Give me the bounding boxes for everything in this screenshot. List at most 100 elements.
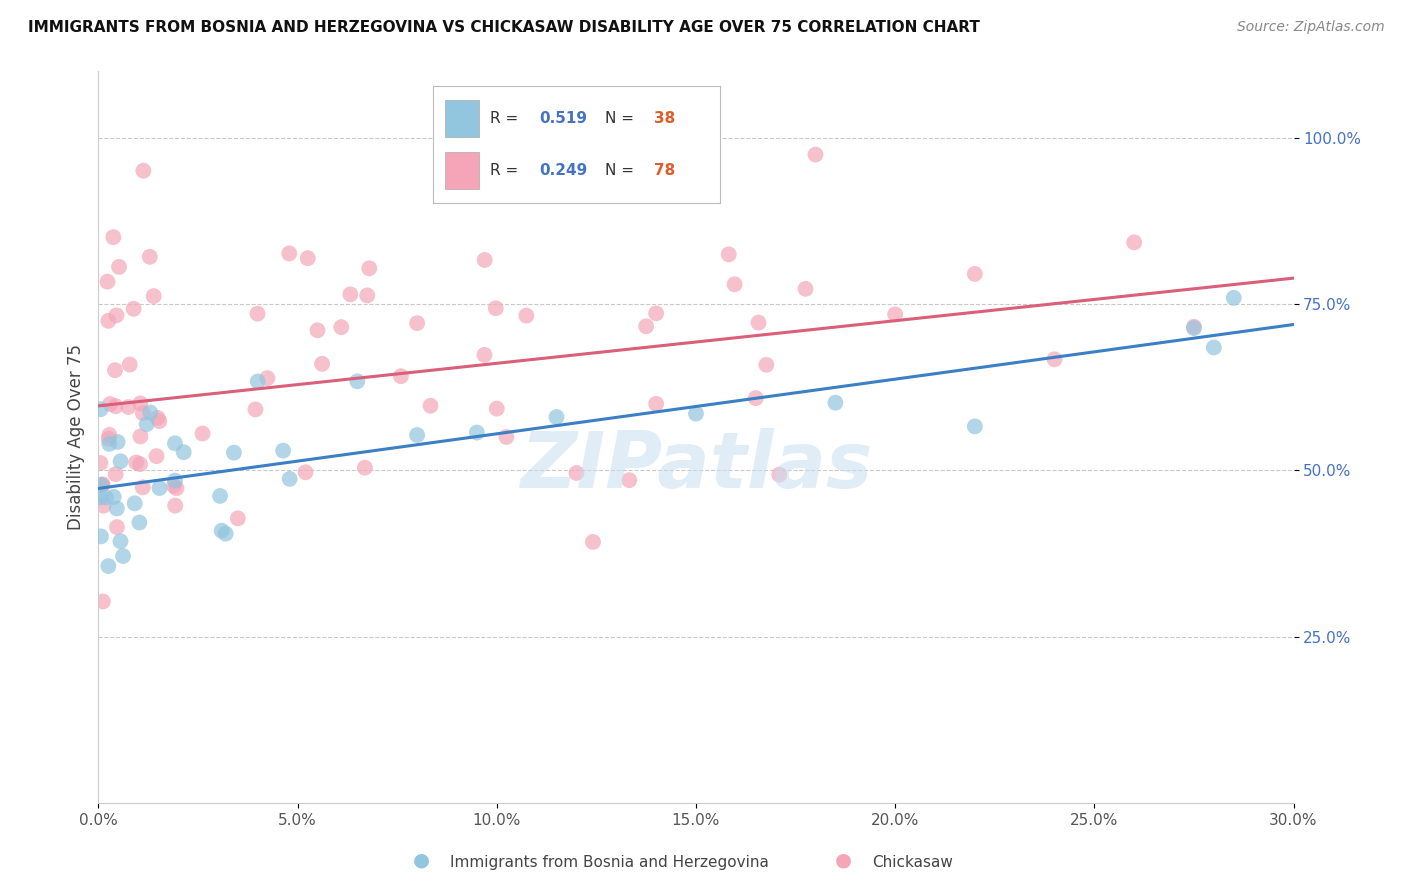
Text: Source: ZipAtlas.com: Source: ZipAtlas.com [1237, 20, 1385, 34]
Point [163, 479, 186, 493]
Point [546, 410, 568, 425]
Point [495, 430, 517, 444]
Point [129, 396, 152, 410]
Point [768, 467, 790, 482]
Point [146, 410, 169, 425]
Point [271, 443, 294, 458]
Point [97, 559, 120, 574]
Point [98, 397, 121, 411]
Point [97, 314, 120, 328]
Point [1182, 321, 1205, 335]
Point [636, 319, 658, 334]
Point [107, 435, 129, 450]
Point [389, 369, 412, 384]
Point [209, 489, 232, 503]
Point [297, 251, 319, 265]
Point [105, 520, 128, 534]
Point [794, 282, 817, 296]
Point [104, 363, 127, 377]
Point [191, 426, 214, 441]
Point [582, 535, 605, 549]
Point [139, 250, 162, 264]
Point [465, 425, 488, 440]
Point [105, 501, 128, 516]
Point [105, 309, 128, 323]
Point [619, 473, 641, 487]
Point [139, 405, 162, 419]
Point [406, 428, 429, 442]
Point [98, 437, 121, 451]
Point [515, 309, 537, 323]
Point [804, 147, 827, 161]
Point [824, 395, 846, 409]
Point [214, 526, 236, 541]
Point [359, 261, 381, 276]
Point [278, 472, 301, 486]
Point [346, 374, 368, 388]
Point [94, 491, 117, 505]
Point [685, 407, 707, 421]
Point [145, 449, 167, 463]
Point [165, 499, 187, 513]
Text: ZIPatlas: ZIPatlas [520, 428, 872, 504]
Point [91, 477, 114, 491]
Point [278, 246, 301, 260]
Point [128, 516, 150, 530]
Point [884, 307, 907, 321]
Point [330, 320, 353, 334]
Point [485, 401, 508, 416]
Point [104, 467, 127, 482]
Point [354, 460, 377, 475]
Point [246, 375, 269, 389]
Point [110, 534, 132, 549]
Point [90, 402, 112, 417]
Point [474, 348, 496, 362]
Point [122, 301, 145, 316]
Point [90, 478, 112, 492]
Point [294, 465, 316, 479]
Point [163, 436, 186, 450]
Point [124, 496, 146, 510]
Point [110, 454, 132, 468]
Point [222, 445, 245, 459]
Point [256, 371, 278, 385]
Point [148, 481, 170, 495]
Point [148, 414, 170, 428]
Point [1123, 235, 1146, 250]
Point [419, 399, 441, 413]
Point [91, 478, 114, 492]
Point [963, 267, 986, 281]
Point [103, 490, 125, 504]
Point [89, 491, 111, 505]
Point [96, 275, 118, 289]
Point [645, 306, 668, 320]
Point [1223, 291, 1246, 305]
Point [104, 399, 127, 413]
Point [1202, 341, 1225, 355]
Point [132, 406, 155, 420]
Point [747, 316, 769, 330]
Point [755, 358, 778, 372]
Point [93, 499, 115, 513]
Point [89, 456, 111, 470]
Point [132, 480, 155, 494]
Point [226, 511, 249, 525]
Text: ●: ● [835, 851, 852, 870]
Point [166, 481, 188, 495]
Text: Chickasaw: Chickasaw [872, 855, 953, 870]
Point [108, 260, 131, 274]
Point [307, 323, 329, 337]
Point [97, 432, 120, 446]
Point [163, 474, 186, 488]
Text: IMMIGRANTS FROM BOSNIA AND HERZEGOVINA VS CHICKASAW DISABILITY AGE OVER 75 CORRE: IMMIGRANTS FROM BOSNIA AND HERZEGOVINA V… [28, 20, 980, 35]
Point [485, 301, 508, 316]
Point [474, 252, 496, 267]
Point [117, 400, 139, 414]
Point [90, 529, 112, 543]
Point [717, 247, 740, 261]
Point [91, 594, 114, 608]
Point [125, 456, 148, 470]
Point [211, 524, 233, 538]
Point [339, 287, 361, 301]
Point [245, 402, 267, 417]
